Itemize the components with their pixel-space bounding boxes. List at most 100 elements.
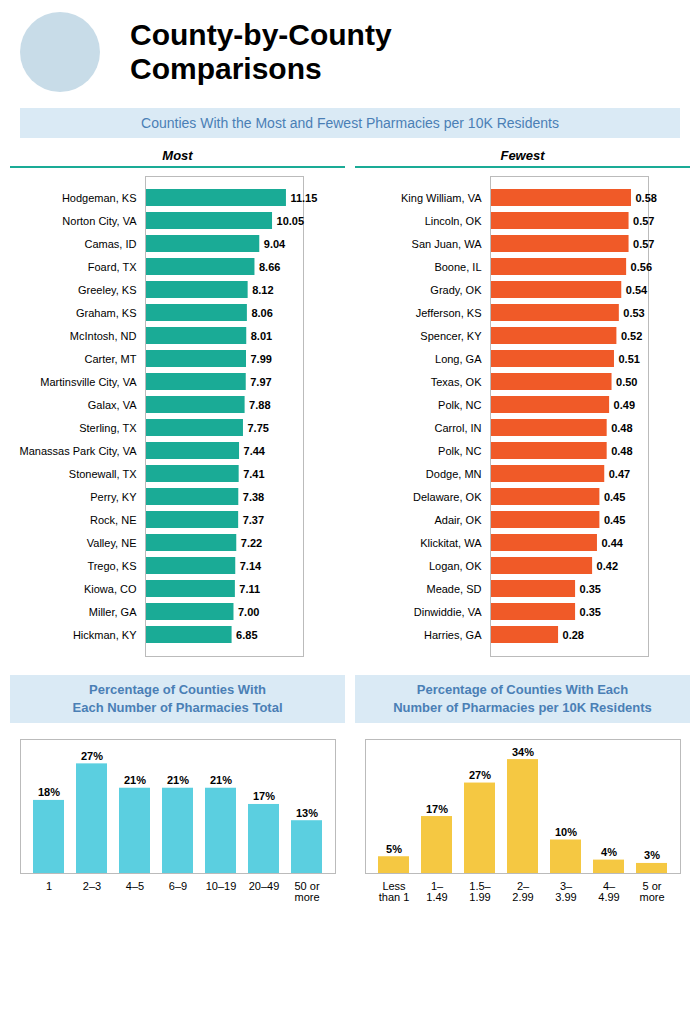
svg-text:17%: 17%: [426, 803, 448, 815]
svg-text:Rock, NE: Rock, NE: [90, 514, 136, 526]
svg-text:Manassas Park City, VA: Manassas Park City, VA: [20, 445, 138, 457]
svg-text:Miller, GA: Miller, GA: [89, 606, 137, 618]
svg-text:0.57: 0.57: [633, 238, 654, 250]
svg-text:0.49: 0.49: [614, 399, 635, 411]
svg-text:10.05: 10.05: [277, 215, 305, 227]
svg-text:5%: 5%: [386, 843, 402, 855]
svg-text:Greeley, KS: Greeley, KS: [78, 284, 137, 296]
svg-text:0.51: 0.51: [618, 353, 639, 365]
svg-text:San Juan, WA: San Juan, WA: [412, 238, 483, 250]
svg-text:8.66: 8.66: [259, 261, 280, 273]
svg-text:0.35: 0.35: [580, 583, 601, 595]
svg-text:Hickman, KY: Hickman, KY: [73, 629, 137, 641]
svg-text:Grady, OK: Grady, OK: [430, 284, 482, 296]
svg-text:0.52: 0.52: [621, 330, 642, 342]
svg-text:Graham, KS: Graham, KS: [76, 307, 137, 319]
svg-text:5 ormore: 5 ormore: [639, 881, 664, 904]
svg-text:1–1.49: 1–1.49: [426, 881, 447, 904]
svg-text:21%: 21%: [210, 775, 232, 787]
svg-text:8.01: 8.01: [251, 330, 272, 342]
svg-text:0.35: 0.35: [580, 606, 601, 618]
svg-text:Norton City, VA: Norton City, VA: [62, 215, 137, 227]
svg-text:Perry, KY: Perry, KY: [90, 491, 137, 503]
svg-text:0.48: 0.48: [611, 422, 632, 434]
svg-text:Logan, OK: Logan, OK: [429, 560, 482, 572]
svg-text:0.45: 0.45: [604, 514, 625, 526]
svg-text:Dodge, MN: Dodge, MN: [426, 468, 482, 480]
svg-text:7.11: 7.11: [239, 583, 260, 595]
svg-text:0.56: 0.56: [631, 261, 652, 273]
svg-text:Carter, MT: Carter, MT: [85, 353, 137, 365]
svg-text:Camas, ID: Camas, ID: [85, 238, 137, 250]
svg-text:50 ormore: 50 ormore: [294, 881, 319, 904]
svg-text:Galax, VA: Galax, VA: [88, 399, 137, 411]
svg-text:Jefferson, KS: Jefferson, KS: [416, 307, 482, 319]
svg-text:Meade, SD: Meade, SD: [426, 583, 481, 595]
svg-text:10%: 10%: [555, 826, 577, 838]
svg-text:Texas, OK: Texas, OK: [431, 376, 482, 388]
svg-text:27%: 27%: [81, 750, 103, 762]
svg-text:20–49: 20–49: [249, 881, 280, 893]
svg-text:0.50: 0.50: [616, 376, 637, 388]
svg-text:Polk, NC: Polk, NC: [438, 445, 481, 457]
svg-text:0.53: 0.53: [623, 307, 644, 319]
svg-text:34%: 34%: [512, 746, 534, 758]
svg-text:Lincoln, OK: Lincoln, OK: [425, 215, 483, 227]
svg-text:Trego, KS: Trego, KS: [87, 560, 136, 572]
svg-text:7.14: 7.14: [240, 560, 262, 572]
svg-text:7.41: 7.41: [243, 468, 264, 480]
svg-text:6–9: 6–9: [169, 881, 187, 893]
svg-text:0.57: 0.57: [633, 215, 654, 227]
svg-text:McIntosh, ND: McIntosh, ND: [70, 330, 137, 342]
svg-text:Stonewall, TX: Stonewall, TX: [69, 468, 137, 480]
svg-text:1.5–1.99: 1.5–1.99: [469, 881, 491, 904]
svg-text:Martinsville City, VA: Martinsville City, VA: [40, 376, 137, 388]
svg-text:Adair, OK: Adair, OK: [434, 514, 482, 526]
svg-text:King William, VA: King William, VA: [401, 192, 482, 204]
svg-text:4–5: 4–5: [126, 881, 144, 893]
svg-text:10–19: 10–19: [206, 881, 237, 893]
svg-text:18%: 18%: [38, 787, 60, 799]
svg-text:13%: 13%: [296, 807, 318, 819]
svg-text:3%: 3%: [644, 850, 660, 862]
svg-text:21%: 21%: [124, 775, 146, 787]
svg-text:Dinwiddie, VA: Dinwiddie, VA: [414, 606, 482, 618]
svg-text:0.48: 0.48: [611, 445, 632, 457]
svg-text:Hodgeman, KS: Hodgeman, KS: [62, 192, 137, 204]
svg-text:1: 1: [46, 881, 52, 893]
svg-text:11.15: 11.15: [290, 192, 317, 204]
svg-text:0.47: 0.47: [609, 468, 630, 480]
svg-text:7.75: 7.75: [247, 422, 268, 434]
svg-text:7.44: 7.44: [244, 445, 266, 457]
svg-text:7.38: 7.38: [243, 491, 264, 503]
svg-text:Polk, NC: Polk, NC: [438, 399, 481, 411]
svg-text:7.37: 7.37: [243, 514, 264, 526]
svg-text:7.97: 7.97: [250, 376, 271, 388]
svg-text:Foard, TX: Foard, TX: [88, 261, 137, 273]
svg-text:21%: 21%: [167, 775, 189, 787]
svg-text:0.28: 0.28: [563, 629, 584, 641]
svg-text:8.12: 8.12: [252, 284, 273, 296]
svg-text:6.85: 6.85: [236, 629, 257, 641]
svg-text:17%: 17%: [253, 791, 275, 803]
svg-text:Klickitat, WA: Klickitat, WA: [420, 537, 482, 549]
svg-text:Sterling, TX: Sterling, TX: [79, 422, 137, 434]
svg-text:7.00: 7.00: [238, 606, 259, 618]
svg-text:Spencer, KY: Spencer, KY: [420, 330, 482, 342]
svg-text:Lessthan 1: Lessthan 1: [379, 881, 410, 904]
svg-text:Harries, GA: Harries, GA: [424, 629, 482, 641]
svg-text:0.58: 0.58: [635, 192, 656, 204]
svg-text:27%: 27%: [469, 769, 491, 781]
svg-text:7.88: 7.88: [249, 399, 270, 411]
svg-text:0.54: 0.54: [626, 284, 648, 296]
svg-text:4–4.99: 4–4.99: [598, 881, 619, 904]
svg-text:7.99: 7.99: [250, 353, 271, 365]
svg-text:3–3.99: 3–3.99: [555, 881, 576, 904]
svg-text:0.45: 0.45: [604, 491, 625, 503]
svg-text:2–2.99: 2–2.99: [512, 881, 533, 904]
svg-text:Boone, IL: Boone, IL: [434, 261, 481, 273]
svg-text:Delaware, OK: Delaware, OK: [413, 491, 482, 503]
svg-text:Long, GA: Long, GA: [435, 353, 482, 365]
svg-text:9.04: 9.04: [264, 238, 286, 250]
svg-text:2–3: 2–3: [83, 881, 101, 893]
